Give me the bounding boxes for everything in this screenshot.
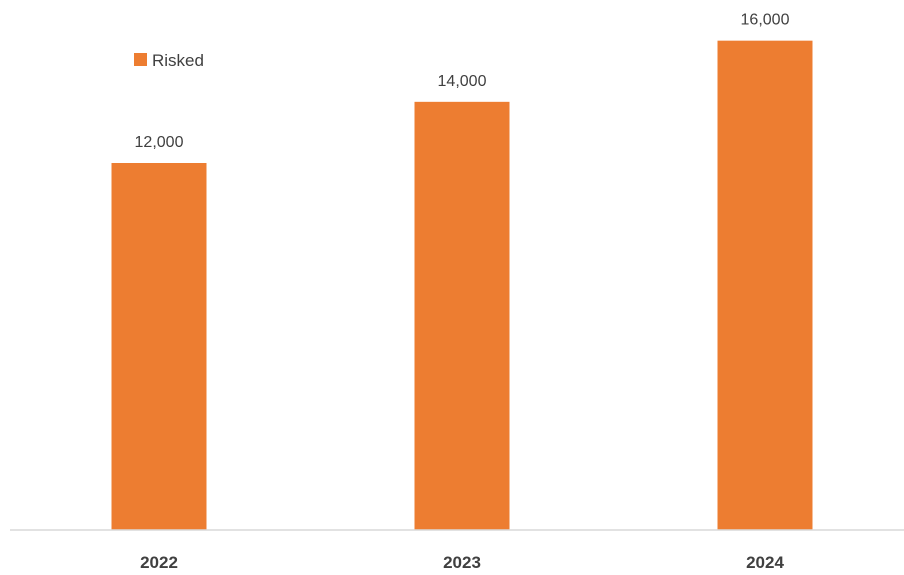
bar-2024 bbox=[717, 40, 813, 531]
category-labels-group: 2022 2023 2024 bbox=[140, 553, 784, 572]
data-label-2024: 16,000 bbox=[741, 12, 790, 29]
data-label-2022: 12,000 bbox=[135, 134, 184, 151]
category-label-2023: 2023 bbox=[443, 553, 481, 572]
legend-label-risked: Risked bbox=[152, 51, 204, 70]
legend: Risked bbox=[134, 51, 204, 70]
category-label-2022: 2022 bbox=[140, 553, 178, 572]
bars-group bbox=[111, 40, 813, 531]
data-label-2023: 14,000 bbox=[438, 73, 487, 90]
bar-2022 bbox=[111, 163, 207, 530]
legend-swatch-risked bbox=[134, 53, 147, 66]
bar-2023 bbox=[414, 101, 510, 530]
data-labels-group: 12,000 14,000 16,000 bbox=[135, 12, 790, 151]
category-label-2024: 2024 bbox=[746, 553, 784, 572]
